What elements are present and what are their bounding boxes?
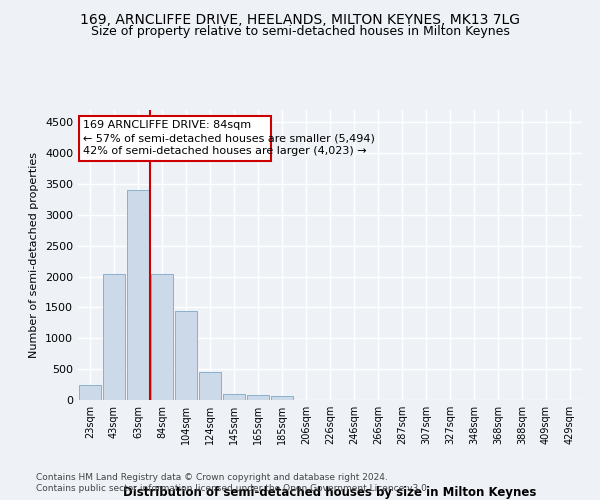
Text: ← 57% of semi-detached houses are smaller (5,494): ← 57% of semi-detached houses are smalle…: [83, 134, 374, 143]
Bar: [199, 372, 221, 400]
Bar: [79, 384, 101, 400]
Bar: [151, 274, 173, 400]
Text: 169, ARNCLIFFE DRIVE, HEELANDS, MILTON KEYNES, MK13 7LG: 169, ARNCLIFFE DRIVE, HEELANDS, MILTON K…: [80, 12, 520, 26]
Bar: [127, 190, 149, 400]
Bar: [271, 396, 293, 400]
FancyBboxPatch shape: [79, 116, 271, 161]
Text: 42% of semi-detached houses are larger (4,023) →: 42% of semi-detached houses are larger (…: [83, 146, 367, 156]
Text: Contains public sector information licensed under the Open Government Licence v3: Contains public sector information licen…: [36, 484, 430, 493]
X-axis label: Distribution of semi-detached houses by size in Milton Keynes: Distribution of semi-detached houses by …: [124, 486, 536, 499]
Text: Size of property relative to semi-detached houses in Milton Keynes: Size of property relative to semi-detach…: [91, 25, 509, 38]
Text: Contains HM Land Registry data © Crown copyright and database right 2024.: Contains HM Land Registry data © Crown c…: [36, 472, 388, 482]
Bar: [223, 394, 245, 400]
Bar: [247, 396, 269, 400]
Bar: [175, 310, 197, 400]
Bar: [103, 274, 125, 400]
Text: 169 ARNCLIFFE DRIVE: 84sqm: 169 ARNCLIFFE DRIVE: 84sqm: [83, 120, 251, 130]
Y-axis label: Number of semi-detached properties: Number of semi-detached properties: [29, 152, 40, 358]
